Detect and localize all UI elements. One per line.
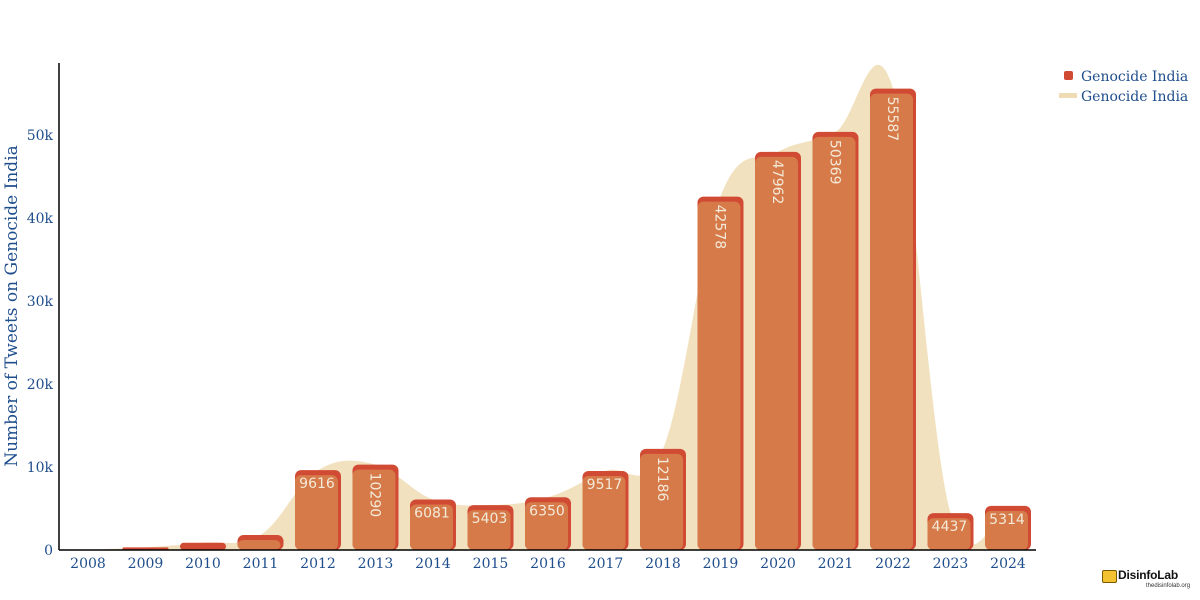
y-tick-labels: 0 10k 20k 30k 40k 50k (27, 128, 54, 559)
y-tick-label: 30k (27, 294, 54, 310)
x-tick-label: 2014 (415, 556, 451, 572)
y-tick-label: 10k (27, 460, 54, 476)
y-axis-title: Number of Tweets on Genocide India (2, 145, 22, 467)
legend[interactable]: Genocide India Genocide India (1059, 69, 1188, 105)
area-series (60, 64, 1008, 551)
bar-fill (640, 453, 683, 550)
value-label-2012: 9616 (299, 476, 335, 492)
y-tick-label: 20k (27, 377, 54, 393)
x-tick-label: 2020 (760, 556, 796, 572)
bar-fill (755, 156, 798, 550)
bar-fill (697, 201, 741, 550)
bar-2021[interactable] (812, 131, 859, 550)
x-tick-label: 2024 (990, 556, 1026, 572)
value-label-2019: 42578 (712, 205, 728, 250)
legend-entry-area[interactable]: Genocide India (1081, 89, 1188, 105)
x-tick-label: 2021 (818, 556, 854, 572)
x-tick-label: 2009 (128, 556, 164, 572)
bar-fill (582, 476, 626, 550)
bar-2015[interactable] (467, 505, 514, 550)
value-label-2016: 6350 (529, 503, 565, 519)
disinfolab-logo: DisinfoLab thedisinfolab.org (1102, 568, 1192, 594)
axis-layer (58, 63, 1036, 551)
bar-fill (870, 93, 913, 550)
bar-2018[interactable] (640, 448, 686, 550)
value-label-2017: 9517 (587, 477, 623, 493)
bar-fill (352, 469, 396, 550)
bar-fill (985, 510, 1028, 550)
bar-2012[interactable] (295, 470, 341, 550)
y-tick-label: 0 (44, 543, 53, 559)
x-tick-label: 2013 (358, 556, 394, 572)
y-tick-label: 40k (27, 211, 54, 227)
x-tick-label: 2015 (473, 556, 509, 572)
bar-2024[interactable] (985, 505, 1031, 550)
value-label-2021: 50369 (827, 140, 843, 185)
x-tick-label: 2016 (530, 556, 566, 572)
legend-entry-bar[interactable]: Genocide India (1081, 69, 1188, 85)
x-tick-label: 2008 (70, 556, 106, 572)
value-label-2020: 47962 (769, 160, 785, 205)
x-tick-label: 2022 (875, 556, 911, 572)
bar-fill (295, 475, 338, 550)
x-tick-label: 2012 (300, 556, 336, 572)
bar-2023[interactable] (927, 513, 974, 550)
bar-fill (812, 136, 856, 550)
y-tick-label: 50k (27, 128, 54, 144)
area-layer (60, 64, 1008, 551)
value-label-2022: 55587 (884, 97, 900, 142)
bar-fill (410, 504, 453, 550)
x-tick-label: 2010 (185, 556, 221, 572)
logo-url: thedisinfolab.org (1146, 583, 1191, 589)
bar-fill (525, 502, 568, 550)
x-tick-label: 2019 (703, 556, 739, 572)
bar-layer (65, 88, 1031, 550)
x-tick-label: 2017 (588, 556, 624, 572)
bar-fill (467, 510, 511, 550)
x-tick-label: 2023 (933, 556, 969, 572)
value-label-2018: 12186 (654, 457, 670, 502)
value-label-2014: 6081 (414, 506, 450, 522)
x-tick-label: 2011 (243, 556, 279, 572)
value-label-2024: 5314 (989, 512, 1025, 528)
bar-2017[interactable] (582, 471, 629, 550)
value-label-layer: 9616 10290 6081 5403 6350 9517 12186 42578 47962… (299, 97, 1025, 536)
bar-2022[interactable] (870, 88, 916, 550)
value-label-2023: 4437 (932, 519, 968, 535)
bar-2013[interactable] (352, 464, 399, 550)
x-tick-labels: 2008 2009 2010 2011 2012 2013 2014 2015 2016 2017… (70, 556, 1026, 572)
bar-2010[interactable] (180, 542, 226, 550)
bar-fill (237, 540, 281, 550)
logo-icon (1102, 570, 1117, 583)
legend-swatch-area (1059, 93, 1077, 98)
legend-swatch-bar (1064, 71, 1073, 80)
bar-2019[interactable] (697, 196, 744, 550)
value-label-2013: 10290 (367, 473, 383, 518)
bar-2011[interactable] (237, 535, 284, 550)
bar-2014[interactable] (410, 499, 456, 550)
bar-2020[interactable] (755, 151, 801, 550)
x-tick-label: 2018 (645, 556, 681, 572)
bar-outline (180, 542, 226, 550)
bar-fill (927, 518, 971, 550)
bar-2016[interactable] (525, 497, 571, 550)
logo-name: DisinfoLab (1118, 568, 1178, 582)
value-label-2015: 5403 (472, 511, 508, 527)
